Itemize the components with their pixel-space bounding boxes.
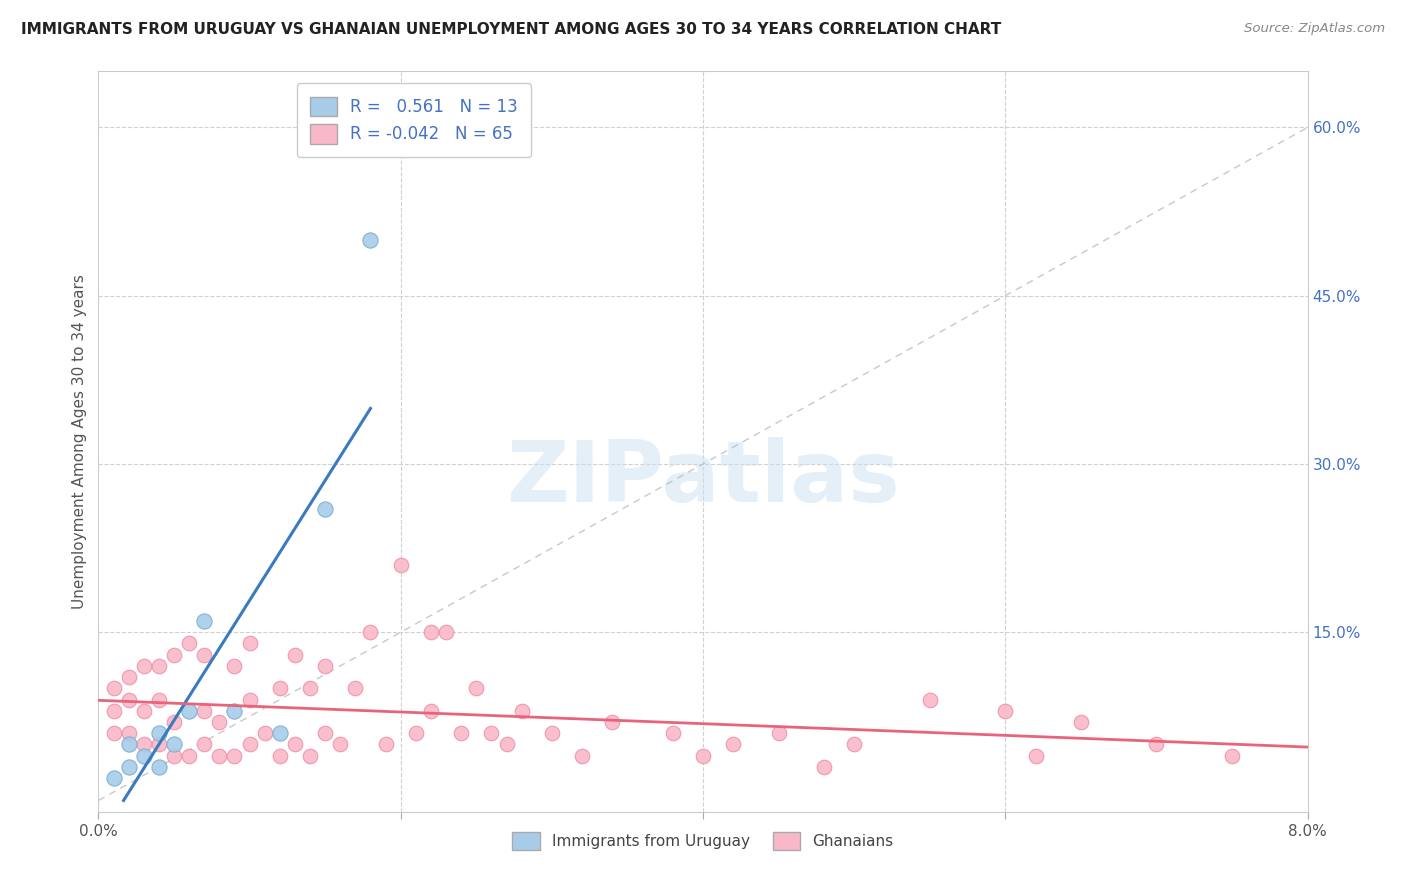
Text: IMMIGRANTS FROM URUGUAY VS GHANAIAN UNEMPLOYMENT AMONG AGES 30 TO 34 YEARS CORRE: IMMIGRANTS FROM URUGUAY VS GHANAIAN UNEM… bbox=[21, 22, 1001, 37]
Point bbox=[224, 659, 246, 673]
Point bbox=[148, 726, 170, 740]
Point bbox=[360, 625, 382, 640]
Point bbox=[360, 233, 382, 247]
Point bbox=[193, 614, 215, 628]
Point bbox=[299, 748, 322, 763]
Point bbox=[1220, 748, 1243, 763]
Point bbox=[994, 704, 1017, 718]
Point bbox=[103, 681, 125, 696]
Point bbox=[269, 726, 291, 740]
Point bbox=[269, 748, 291, 763]
Point bbox=[118, 670, 141, 684]
Text: ZIPatlas: ZIPatlas bbox=[506, 437, 900, 520]
Point bbox=[1146, 738, 1168, 752]
Point bbox=[132, 738, 155, 752]
Point bbox=[103, 726, 125, 740]
Point bbox=[723, 738, 745, 752]
Point bbox=[239, 636, 262, 650]
Point bbox=[1025, 748, 1047, 763]
Point bbox=[103, 771, 125, 785]
Point bbox=[495, 738, 517, 752]
Point bbox=[465, 681, 488, 696]
Point bbox=[692, 748, 714, 763]
Point bbox=[224, 748, 246, 763]
Point bbox=[420, 625, 443, 640]
Point bbox=[132, 659, 155, 673]
Y-axis label: Unemployment Among Ages 30 to 34 years: Unemployment Among Ages 30 to 34 years bbox=[72, 274, 87, 609]
Point bbox=[481, 726, 503, 740]
Point bbox=[148, 738, 170, 752]
Point bbox=[163, 714, 186, 729]
Point bbox=[314, 726, 336, 740]
Point bbox=[1070, 714, 1092, 729]
Point bbox=[661, 726, 683, 740]
Legend: Immigrants from Uruguay, Ghanaians: Immigrants from Uruguay, Ghanaians bbox=[506, 826, 900, 856]
Point bbox=[103, 704, 125, 718]
Text: Source: ZipAtlas.com: Source: ZipAtlas.com bbox=[1244, 22, 1385, 36]
Point bbox=[602, 714, 624, 729]
Point bbox=[918, 692, 941, 706]
Point bbox=[163, 748, 186, 763]
Point bbox=[239, 692, 262, 706]
Point bbox=[571, 748, 593, 763]
Point bbox=[193, 704, 215, 718]
Point bbox=[389, 558, 412, 572]
Point bbox=[434, 625, 457, 640]
Point bbox=[269, 681, 291, 696]
Point bbox=[118, 692, 141, 706]
Point bbox=[510, 704, 533, 718]
Point bbox=[540, 726, 562, 740]
Point bbox=[179, 636, 201, 650]
Point bbox=[344, 681, 367, 696]
Point bbox=[224, 704, 246, 718]
Point bbox=[118, 760, 141, 774]
Point bbox=[132, 748, 155, 763]
Point bbox=[208, 714, 231, 729]
Point bbox=[179, 748, 201, 763]
Point bbox=[284, 648, 307, 662]
Point bbox=[148, 692, 170, 706]
Point bbox=[132, 704, 155, 718]
Point bbox=[314, 659, 336, 673]
Point bbox=[179, 704, 201, 718]
Point bbox=[118, 738, 141, 752]
Point bbox=[253, 726, 276, 740]
Point bbox=[299, 681, 322, 696]
Point bbox=[329, 738, 352, 752]
Point bbox=[239, 738, 262, 752]
Point bbox=[844, 738, 866, 752]
Point bbox=[314, 501, 336, 516]
Point bbox=[148, 659, 170, 673]
Point bbox=[163, 738, 186, 752]
Point bbox=[118, 726, 141, 740]
Point bbox=[148, 760, 170, 774]
Point bbox=[193, 738, 215, 752]
Point bbox=[405, 726, 427, 740]
Point bbox=[163, 648, 186, 662]
Point bbox=[208, 748, 231, 763]
Point bbox=[420, 704, 443, 718]
Point bbox=[768, 726, 790, 740]
Point bbox=[450, 726, 472, 740]
Point bbox=[374, 738, 396, 752]
Point bbox=[813, 760, 835, 774]
Point bbox=[284, 738, 307, 752]
Point bbox=[193, 648, 215, 662]
